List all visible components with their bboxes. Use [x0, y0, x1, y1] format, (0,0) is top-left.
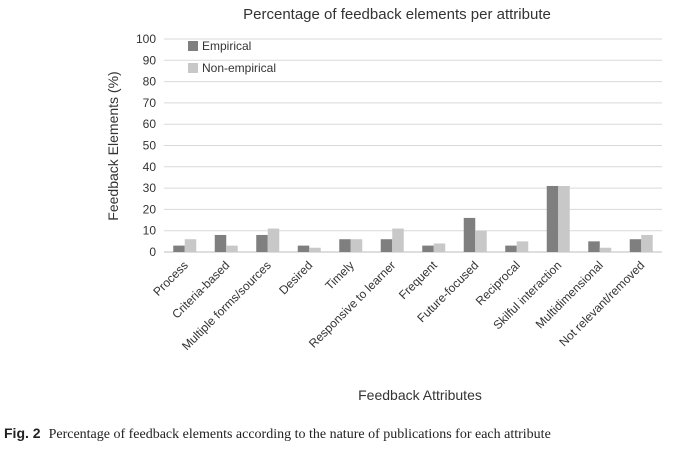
- bar-non-empirical: [558, 185, 570, 252]
- y-tick-label: 20: [143, 202, 157, 216]
- bars: [173, 185, 653, 252]
- y-tick-label: 80: [143, 75, 157, 89]
- bar-non-empirical: [641, 234, 653, 252]
- legend-label: Empirical: [202, 39, 251, 53]
- legend-swatch: [188, 41, 198, 51]
- y-tick-label: 90: [143, 53, 157, 67]
- y-tick-label: 50: [143, 139, 157, 153]
- legend-swatch: [188, 63, 198, 73]
- figure-caption-text: Percentage of feedback elements accordin…: [48, 427, 551, 442]
- bar-non-empirical: [309, 247, 321, 252]
- figure-label: Fig. 2: [4, 425, 41, 441]
- bar-empirical: [463, 217, 476, 252]
- bar-non-empirical: [475, 230, 487, 252]
- y-tick-label: 10: [143, 224, 157, 238]
- y-tick-label: 60: [143, 117, 157, 131]
- bar-empirical: [297, 245, 310, 252]
- x-tick-label: Desired: [276, 258, 315, 297]
- bar-non-empirical: [433, 243, 446, 252]
- bar-empirical: [505, 245, 517, 252]
- y-axis-ticks: 0 10 20 30 40 50 60 70 80 90 100: [136, 32, 156, 259]
- bar-empirical: [173, 245, 185, 252]
- bar-non-empirical: [267, 228, 280, 252]
- bar-non-empirical: [226, 245, 238, 252]
- bar-non-empirical: [184, 239, 197, 252]
- bar-non-empirical: [516, 241, 529, 252]
- bar-empirical: [339, 239, 351, 252]
- bar-empirical: [214, 234, 227, 252]
- bar-empirical: [588, 241, 600, 252]
- bar-empirical: [546, 185, 559, 252]
- bar-chart: Percentage of feedback elements per attr…: [105, 6, 662, 403]
- y-tick-label: 0: [149, 245, 156, 259]
- y-tick-label: 70: [143, 96, 157, 110]
- gridlines: [164, 38, 662, 253]
- legend: Empirical Non-empirical: [188, 39, 276, 75]
- bar-empirical: [380, 239, 393, 252]
- bar-empirical: [629, 239, 642, 252]
- bar-empirical: [422, 245, 434, 252]
- chart-title: Percentage of feedback elements per attr…: [243, 6, 551, 23]
- x-axis-title: Feedback Attributes: [358, 387, 482, 403]
- y-tick-label: 100: [136, 32, 156, 46]
- y-axis-title: Feedback Elements (%): [105, 71, 121, 220]
- bar-empirical: [256, 234, 268, 252]
- y-tick-label: 30: [143, 181, 157, 195]
- y-tick-label: 40: [143, 160, 157, 174]
- bar-non-empirical: [599, 247, 612, 252]
- bar-non-empirical: [392, 228, 404, 252]
- bar-non-empirical: [350, 239, 363, 252]
- x-tick-label: Process: [150, 258, 191, 299]
- legend-label: Non-empirical: [202, 61, 276, 75]
- x-tick-label: Timely: [322, 258, 357, 293]
- figure-caption: Fig. 2 Percentage of feedback elements ac…: [4, 425, 680, 443]
